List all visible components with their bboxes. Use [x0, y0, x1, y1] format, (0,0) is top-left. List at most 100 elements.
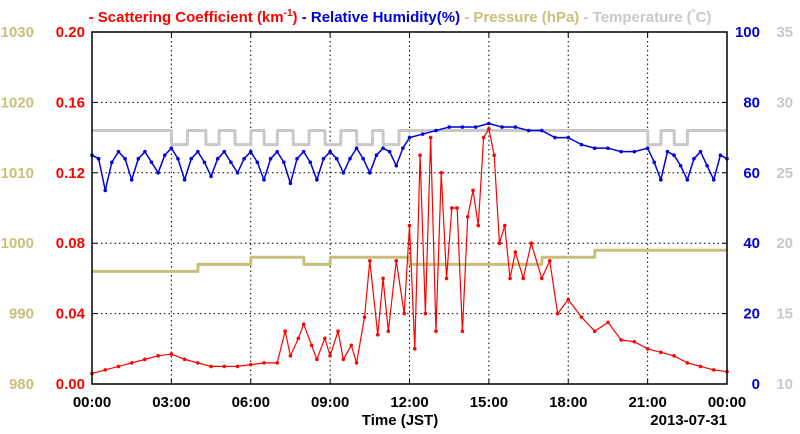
data-point-scattering	[444, 276, 449, 281]
x-tick-label: 00:00	[73, 394, 111, 411]
data-point-scattering	[296, 336, 301, 341]
legend-scattering: - Scattering Coefficient (km-1)	[89, 8, 298, 26]
data-point-humidity	[242, 156, 246, 161]
x-tick-label: 00:00	[708, 394, 746, 411]
data-point-humidity	[368, 171, 372, 175]
data-point-scattering	[539, 276, 544, 281]
data-point-humidity	[275, 149, 280, 154]
data-point-humidity	[718, 153, 723, 157]
data-point-scattering	[368, 259, 372, 263]
data-point-humidity	[334, 156, 339, 161]
data-point-humidity	[110, 160, 114, 165]
data-point-humidity	[196, 149, 200, 154]
data-point-humidity	[209, 174, 213, 179]
temperature-tick-label: 15	[776, 306, 793, 323]
scattering-tick-label: 0.08	[56, 235, 85, 252]
data-point-scattering	[555, 311, 560, 316]
humidity-tick-label: 60	[743, 165, 760, 182]
humidity-tick-label: 20	[743, 306, 760, 323]
data-point-humidity	[202, 160, 207, 165]
temperature-tick-label: 25	[776, 165, 793, 182]
data-point-scattering	[481, 135, 486, 140]
data-point-humidity	[262, 178, 266, 182]
data-point-humidity	[116, 149, 121, 154]
series-layer	[90, 121, 729, 376]
data-point-scattering	[283, 329, 287, 334]
data-point-scattering	[375, 332, 380, 337]
data-point-humidity	[606, 146, 610, 150]
data-point-humidity	[215, 156, 220, 161]
data-point-humidity	[381, 146, 385, 150]
data-point-humidity	[315, 178, 319, 182]
pressure-tick-label: 1010	[1, 165, 34, 182]
data-point-scattering	[487, 127, 491, 131]
pressure-tick-label: 980	[9, 376, 34, 393]
data-point-humidity	[354, 146, 359, 150]
data-point-humidity	[579, 142, 584, 147]
data-point-humidity	[500, 125, 504, 129]
legend-temperature: - Temperature (°C)	[583, 8, 711, 26]
data-point-humidity	[348, 156, 352, 161]
data-point-humidity	[361, 156, 365, 161]
data-point-humidity	[136, 156, 141, 161]
pressure-tick-label: 1020	[1, 94, 34, 111]
data-point-humidity	[685, 178, 690, 182]
data-point-humidity	[394, 163, 399, 168]
series-line-temperature	[92, 129, 727, 147]
data-point-scattering	[156, 354, 160, 358]
data-point-scattering	[476, 223, 481, 228]
x-tick-label: 06:00	[232, 394, 270, 411]
data-point-scattering	[632, 339, 637, 344]
data-point-scattering	[513, 250, 518, 254]
legend-pressure: - Pressure (hPa)	[464, 9, 579, 26]
data-point-scattering	[222, 364, 227, 369]
data-point-humidity	[705, 163, 709, 168]
data-point-humidity	[288, 181, 293, 186]
data-point-scattering	[439, 171, 444, 175]
data-point-scattering	[418, 153, 422, 157]
data-point-scattering	[529, 241, 534, 245]
data-point-scattering	[386, 329, 391, 334]
data-point-humidity	[255, 160, 260, 165]
data-point-humidity	[659, 178, 663, 182]
humidity-tick-label: 40	[743, 235, 760, 252]
data-point-humidity	[645, 146, 650, 150]
data-point-scattering	[502, 223, 507, 228]
x-axis-label: Time (JST)	[362, 412, 438, 429]
x-tick-label: 18:00	[549, 394, 587, 411]
data-point-humidity	[566, 135, 571, 140]
data-point-humidity	[632, 149, 637, 154]
data-point-scattering	[323, 336, 327, 341]
data-point-scattering	[460, 329, 465, 334]
data-point-humidity	[129, 178, 134, 182]
data-point-scattering	[169, 352, 174, 356]
data-point-humidity	[434, 128, 438, 133]
data-point-scattering	[592, 329, 597, 334]
data-point-scattering	[465, 215, 470, 219]
series-line-pressure	[92, 248, 727, 273]
data-point-humidity	[473, 125, 478, 129]
data-point-humidity	[539, 128, 544, 133]
data-point-scattering	[336, 329, 340, 334]
data-point-humidity	[460, 125, 465, 129]
data-point-humidity	[282, 160, 286, 165]
data-point-scattering	[235, 364, 240, 369]
x-tick-label: 12:00	[390, 394, 428, 411]
data-point-scattering	[315, 357, 319, 362]
data-point-humidity	[189, 156, 194, 161]
data-point-humidity	[420, 132, 425, 136]
legend: - Scattering Coefficient (km-1) - Relati…	[89, 8, 712, 26]
data-point-humidity	[692, 156, 696, 161]
data-point-scattering	[248, 362, 253, 367]
data-point-scattering	[402, 311, 407, 316]
date-label: 2013-07-31	[650, 412, 727, 429]
data-point-scattering	[182, 357, 187, 362]
x-tick-label: 03:00	[152, 394, 190, 411]
data-point-scattering	[685, 361, 690, 365]
data-point-scattering	[423, 311, 428, 316]
humidity-tick-label: 80	[743, 94, 760, 111]
x-tick-label: 21:00	[628, 394, 666, 411]
temperature-tick-label: 30	[776, 94, 793, 111]
data-point-humidity	[619, 149, 623, 154]
